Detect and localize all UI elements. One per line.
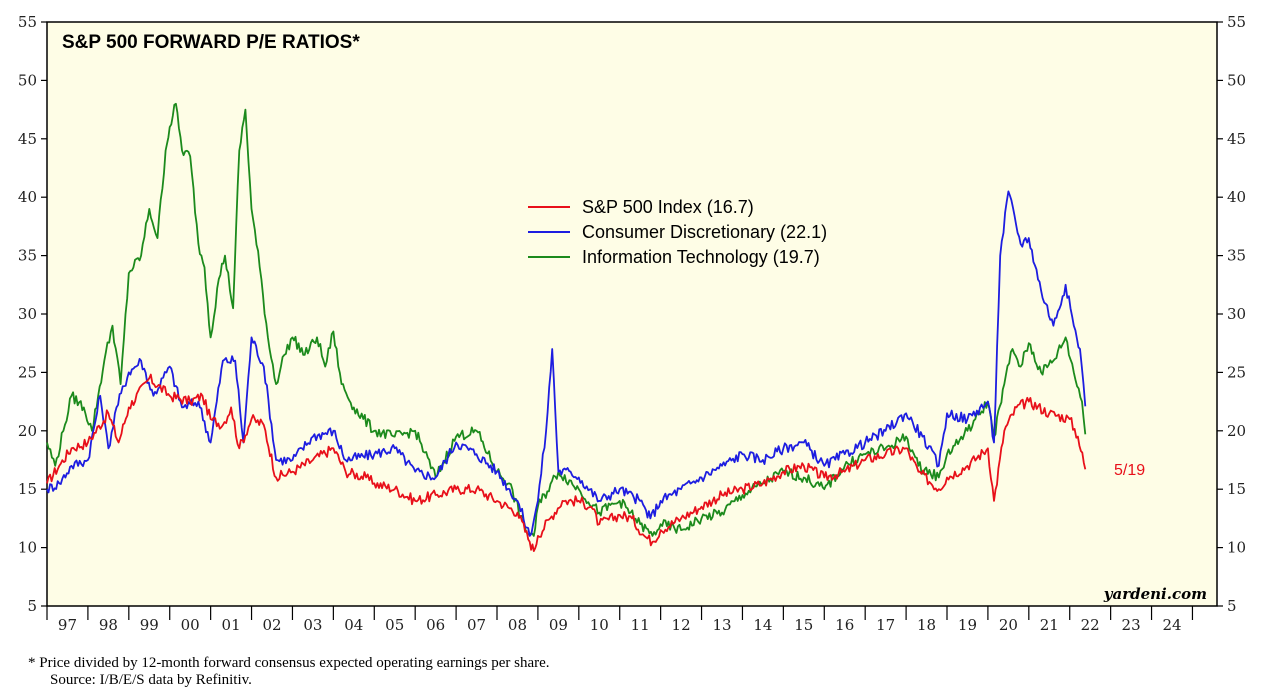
x-year-label: 01 [222, 616, 241, 634]
legend-label: S&P 500 Index (16.7) [582, 197, 754, 217]
right-y-tick-label: 5 [1227, 597, 1237, 615]
end-label: 5/19 [1114, 462, 1145, 479]
x-year-label: 23 [1122, 616, 1141, 634]
x-year-label: 10 [590, 616, 609, 634]
x-year-label: 05 [385, 616, 404, 634]
x-year-label: 13 [712, 616, 731, 634]
series-lines [46, 102, 1087, 552]
footnote-line-1: * Price divided by 12-month forward cons… [28, 655, 550, 671]
x-year-label: 22 [1081, 616, 1100, 634]
x-year-label: 11 [631, 616, 650, 634]
left-y-tick-label: 10 [18, 539, 37, 557]
plot-area [46, 21, 1218, 607]
x-year-label: 98 [99, 616, 118, 634]
x-year-label: 02 [262, 616, 281, 634]
left-axis: 5 10 15 20 25 30 35 40 45 50 55 [18, 13, 47, 615]
legend-label: Consumer Discretionary (22.1) [582, 222, 827, 242]
left-y-tick-label: 40 [18, 188, 37, 206]
left-y-tick-label: 35 [18, 247, 37, 265]
legend: S&P 500 Index (16.7) Consumer Discretiona… [528, 197, 827, 267]
right-y-tick-label: 40 [1227, 188, 1246, 206]
right-y-tick-label: 20 [1227, 422, 1246, 440]
x-year-label: 12 [672, 616, 691, 634]
footnote: * Price divided by 12-month forward cons… [28, 655, 550, 689]
x-year-label: 97 [58, 616, 77, 634]
x-year-label: 19 [958, 616, 977, 634]
left-y-tick-label: 5 [27, 597, 37, 615]
left-y-tick-label: 30 [18, 305, 37, 323]
right-axis: 5 10 15 20 25 30 35 40 45 50 55 [1217, 13, 1246, 615]
right-y-tick-label: 15 [1227, 480, 1246, 498]
x-year-label: 09 [549, 616, 568, 634]
x-year-label: 17 [876, 616, 895, 634]
footnote-line-2: Source: I/B/E/S data by Refinitiv. [50, 672, 252, 688]
x-year-label: 15 [794, 616, 813, 634]
x-year-label: 08 [508, 616, 527, 634]
x-year-label: 18 [917, 616, 936, 634]
x-year-label: 03 [303, 616, 322, 634]
legend-label: Information Technology (19.7) [582, 247, 820, 267]
right-y-tick-label: 35 [1227, 247, 1246, 265]
x-year-label: 21 [1040, 616, 1059, 634]
left-y-tick-label: 25 [18, 363, 37, 381]
right-y-tick-label: 55 [1227, 13, 1246, 31]
series-line [46, 373, 1087, 552]
x-year-label: 20 [999, 616, 1018, 634]
x-year-label: 06 [426, 616, 445, 634]
chart-title: S&P 500 FORWARD P/E RATIOS* [62, 32, 360, 53]
x-year-label: 00 [181, 616, 200, 634]
x-year-label: 24 [1162, 616, 1181, 634]
series-line [46, 102, 1087, 537]
left-y-tick-label: 20 [18, 422, 37, 440]
x-year-label: 04 [344, 616, 363, 634]
x-year-label: 16 [835, 616, 854, 634]
right-y-tick-label: 30 [1227, 305, 1246, 323]
left-y-tick-label: 50 [18, 71, 37, 89]
left-y-tick-label: 15 [18, 480, 37, 498]
series-line [46, 190, 1087, 537]
x-year-label: 14 [753, 616, 772, 634]
x-year-label: 07 [467, 616, 486, 634]
brand-label: yardeni.com [1103, 585, 1207, 603]
x-axis: 97 98 99 00 01 02 03 04 05 06 07 08 09 10 11 12 13 14 15 16… [46, 606, 1194, 634]
left-y-tick-label: 55 [18, 13, 37, 31]
right-y-tick-label: 50 [1227, 71, 1246, 89]
right-y-tick-label: 25 [1227, 363, 1246, 381]
left-y-tick-label: 45 [18, 130, 37, 148]
x-year-label: 99 [140, 616, 159, 634]
right-y-tick-label: 10 [1227, 539, 1246, 557]
right-y-tick-label: 45 [1227, 130, 1246, 148]
